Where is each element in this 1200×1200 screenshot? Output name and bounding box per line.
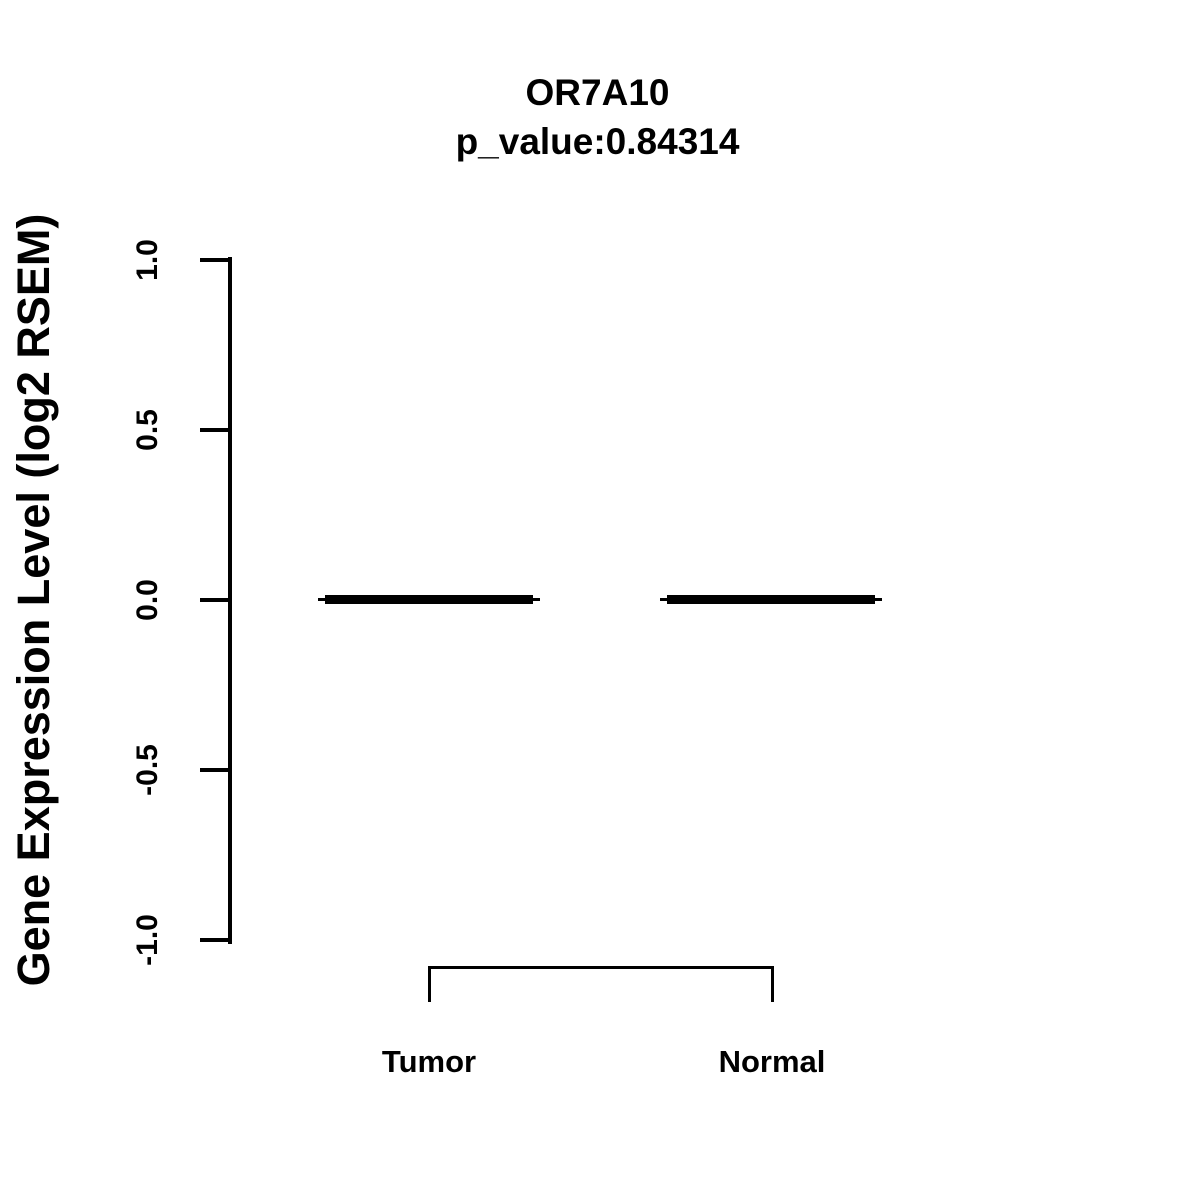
y-tick-mark-neg0.5 <box>200 768 230 772</box>
boxplot-normal-right-staple <box>874 598 882 601</box>
comparison-bracket-left-end <box>428 966 431 1002</box>
boxplot-normal-median-bar <box>667 595 875 604</box>
chart-title-pvalue: p_value:0.84314 <box>455 121 740 162</box>
y-tick-label-1.0: 1.0 <box>131 239 164 281</box>
y-tick-mark-neg1.0 <box>200 938 230 942</box>
boxplot-tumor-left-staple <box>318 598 326 601</box>
comparison-bracket-horizontal <box>428 966 774 969</box>
y-tick-mark-0.0 <box>200 598 230 602</box>
y-tick-label-0.0: 0.0 <box>131 579 164 621</box>
x-label-normal: Normal <box>718 1044 826 1079</box>
boxplot-tumor-median-bar <box>325 595 533 604</box>
y-axis-line <box>228 257 232 944</box>
y-axis-title: Gene Expression Level (log2 RSEM) <box>8 213 59 987</box>
chart-title-gene: OR7A10 <box>525 72 670 113</box>
y-tick-label-neg0.5: -0.5 <box>131 744 164 796</box>
y-tick-mark-1.0 <box>200 258 230 262</box>
x-label-tumor: Tumor <box>381 1044 477 1079</box>
y-tick-label-neg1.0: -1.0 <box>131 914 164 966</box>
boxplot-normal-left-staple <box>660 598 668 601</box>
y-tick-label-0.5: 0.5 <box>131 409 164 451</box>
comparison-bracket-right-end <box>771 966 774 1002</box>
boxplot-tumor-right-staple <box>532 598 540 601</box>
chart-title-block: OR7A10 p_value:0.84314 <box>230 68 965 166</box>
y-tick-mark-0.5 <box>200 428 230 432</box>
